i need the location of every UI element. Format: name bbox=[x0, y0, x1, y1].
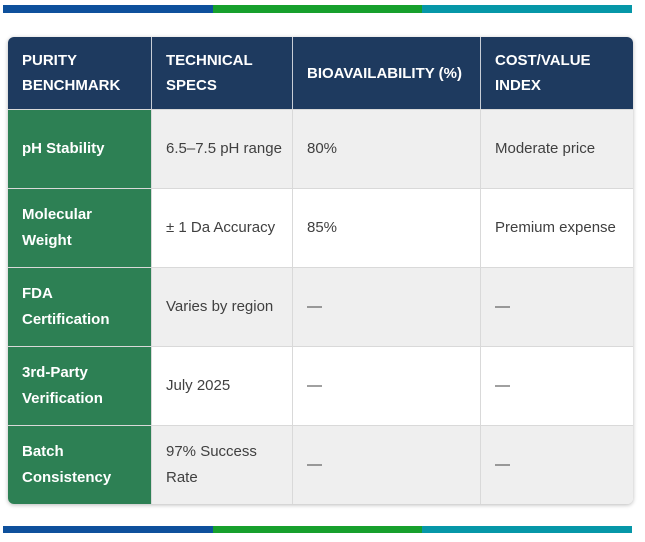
column-header-label: COST/VALUE INDEX bbox=[495, 52, 591, 94]
top-accent-bar bbox=[3, 5, 633, 13]
cost-cell: Moderate price bbox=[481, 109, 633, 188]
row-header-label: Batch Consistency bbox=[22, 443, 112, 486]
row-header-label: pH Stability bbox=[22, 140, 105, 157]
column-header-purity-benchmark: PURITY BENCHMARK bbox=[8, 37, 152, 109]
column-header-technical-specs: TECHNICAL SPECS bbox=[152, 37, 293, 109]
table-grid: PURITY BENCHMARK TECHNICAL SPECS BIOAVAI… bbox=[8, 37, 633, 504]
bioavailability-cell: 80% bbox=[293, 109, 481, 188]
top-accent-green-segment bbox=[212, 5, 423, 13]
row-header-label: FDA Certification bbox=[22, 285, 110, 328]
cell-text: ± 1 Da Accuracy bbox=[166, 219, 276, 236]
specs-cell: 6.5–7.5 pH range bbox=[152, 109, 293, 188]
specs-cell: ± 1 Da Accuracy bbox=[152, 188, 293, 267]
bioavailability-cell: — bbox=[293, 267, 481, 346]
top-accent-blue-segment bbox=[3, 5, 213, 13]
specs-cell: July 2025 bbox=[152, 346, 293, 425]
cost-cell: — bbox=[481, 425, 633, 504]
cost-cell: — bbox=[481, 346, 633, 425]
column-header-label: BIOAVAILABILITY (%) bbox=[307, 64, 462, 82]
cell-text: Moderate price bbox=[495, 140, 596, 157]
cell-text: 6.5–7.5 pH range bbox=[166, 140, 282, 157]
bottom-accent-green-segment bbox=[212, 526, 423, 533]
row-header-3rd-party-verification: 3rd-Party Verification bbox=[8, 346, 152, 425]
row-header-label: Molecular Weight bbox=[22, 206, 93, 249]
column-header-cost-value-index: COST/VALUE INDEX bbox=[481, 37, 633, 109]
cell-text: 80% bbox=[307, 140, 338, 157]
cell-text: — bbox=[307, 456, 322, 473]
row-header-ph-stability: pH Stability bbox=[8, 109, 152, 188]
cell-text: — bbox=[307, 377, 322, 394]
cell-text: 85% bbox=[307, 219, 338, 236]
bioavailability-cell: 85% bbox=[293, 188, 481, 267]
specs-cell: 97% Success Rate bbox=[152, 425, 293, 504]
cell-text: — bbox=[307, 298, 322, 315]
row-header-label: 3rd-Party Verification bbox=[22, 364, 103, 407]
cell-text: — bbox=[495, 377, 510, 394]
bottom-accent-teal-segment bbox=[422, 526, 633, 533]
cell-text: Varies by region bbox=[166, 298, 274, 315]
specs-cell: Varies by region bbox=[152, 267, 293, 346]
row-header-batch-consistency: Batch Consistency bbox=[8, 425, 152, 504]
cell-text: — bbox=[495, 456, 510, 473]
top-accent-teal-segment bbox=[422, 5, 633, 13]
bottom-accent-blue-segment bbox=[3, 526, 213, 533]
bioavailability-cell: — bbox=[293, 425, 481, 504]
column-header-bioavailability: BIOAVAILABILITY (%) bbox=[293, 37, 481, 109]
cell-text: 97% Success Rate bbox=[166, 443, 257, 486]
cost-cell: — bbox=[481, 267, 633, 346]
cell-text: — bbox=[495, 298, 510, 315]
row-header-fda-certification: FDA Certification bbox=[8, 267, 152, 346]
cell-text: Premium expense bbox=[495, 219, 616, 236]
column-header-label: PURITY BENCHMARK bbox=[22, 52, 121, 94]
benchmark-table: PURITY BENCHMARK TECHNICAL SPECS BIOAVAI… bbox=[8, 37, 633, 504]
bioavailability-cell: — bbox=[293, 346, 481, 425]
row-header-molecular-weight: Molecular Weight bbox=[8, 188, 152, 267]
column-header-label: TECHNICAL SPECS bbox=[166, 52, 253, 94]
bottom-accent-bar bbox=[3, 526, 633, 533]
cell-text: July 2025 bbox=[166, 377, 231, 394]
cost-cell: Premium expense bbox=[481, 188, 633, 267]
